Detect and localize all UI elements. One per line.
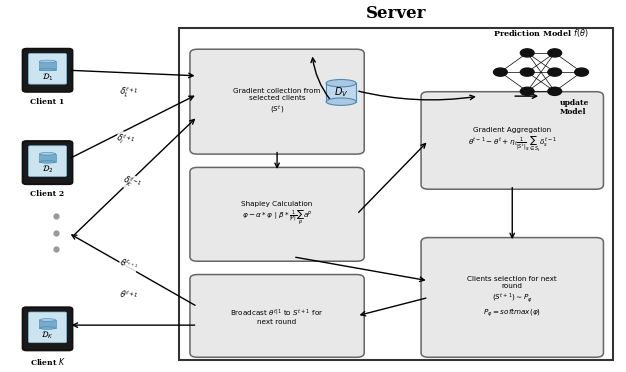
- Text: update
Model: update Model: [560, 99, 589, 116]
- Circle shape: [575, 68, 588, 76]
- Text: $\theta^{t+1}$: $\theta^{t+1}$: [118, 287, 140, 304]
- FancyBboxPatch shape: [178, 28, 613, 360]
- Ellipse shape: [39, 153, 56, 155]
- Text: $\delta_1^{t+1}$: $\delta_1^{t+1}$: [118, 83, 140, 102]
- Text: Client $K$: Client $K$: [29, 356, 66, 367]
- FancyBboxPatch shape: [421, 238, 603, 357]
- Circle shape: [520, 49, 534, 57]
- Text: Client 1: Client 1: [31, 98, 64, 106]
- Text: $\delta_i^{t+1}$: $\delta_i^{t+1}$: [114, 130, 137, 151]
- Text: $\mathcal{D}_K$: $\mathcal{D}_K$: [41, 330, 54, 341]
- FancyBboxPatch shape: [190, 275, 364, 357]
- Circle shape: [493, 68, 507, 76]
- Text: $\mathcal{D}_1$: $\mathcal{D}_1$: [42, 71, 53, 83]
- Circle shape: [520, 68, 534, 76]
- Text: Server: Server: [366, 5, 426, 22]
- FancyBboxPatch shape: [23, 49, 73, 92]
- Text: Prediction Model $f(\theta)$: Prediction Model $f(\theta)$: [493, 27, 588, 39]
- Bar: [326, 83, 356, 102]
- Text: Broadcast $\theta^{t|1}$ to $S^{t+1}$ for
next round: Broadcast $\theta^{t|1}$ to $S^{t+1}$ fo…: [230, 307, 324, 325]
- Text: Client 2: Client 2: [31, 190, 64, 198]
- Circle shape: [548, 68, 562, 76]
- Ellipse shape: [39, 327, 56, 329]
- FancyBboxPatch shape: [23, 141, 73, 184]
- Text: Shapley Calculation
$\varphi - \alpha*\varphi \mid \beta*\frac{1}{|P|}\sum_p a^p: Shapley Calculation $\varphi - \alpha*\v…: [242, 201, 313, 228]
- Ellipse shape: [326, 80, 356, 87]
- FancyBboxPatch shape: [190, 49, 364, 154]
- Text: Clients selection for next
round
$(S^{t+1}) \sim P_{\varphi}$
$P_{\varphi} = sof: Clients selection for next round $(S^{t+…: [468, 276, 557, 318]
- Text: $D_V$: $D_V$: [334, 86, 349, 99]
- FancyBboxPatch shape: [29, 312, 66, 343]
- FancyBboxPatch shape: [190, 167, 364, 261]
- Circle shape: [520, 87, 534, 95]
- Text: $\delta_K^{t-1}$: $\delta_K^{t-1}$: [120, 172, 144, 194]
- Text: Gradient collection from
selected clients
$(S^t)$: Gradient collection from selected client…: [233, 88, 321, 115]
- FancyBboxPatch shape: [29, 54, 66, 84]
- Text: Gradient Aggregation
$\theta^{t-1}-\theta^t+\eta_t\frac{1}{|S^t|}\sum_{s\in S_t}: Gradient Aggregation $\theta^{t-1}-\thet…: [468, 127, 557, 154]
- Bar: [39, 154, 56, 162]
- FancyBboxPatch shape: [421, 92, 603, 189]
- Bar: [39, 61, 56, 70]
- Text: $\mathcal{D}_2$: $\mathcal{D}_2$: [42, 164, 53, 175]
- Circle shape: [548, 87, 562, 95]
- Bar: [39, 320, 56, 328]
- Ellipse shape: [39, 60, 56, 63]
- FancyBboxPatch shape: [29, 146, 66, 176]
- Text: $\theta^{t_{c+1}}$: $\theta^{t_{c+1}}$: [118, 255, 140, 273]
- Circle shape: [548, 49, 562, 57]
- FancyBboxPatch shape: [23, 307, 73, 350]
- Ellipse shape: [326, 98, 356, 105]
- Ellipse shape: [39, 319, 56, 321]
- Ellipse shape: [39, 161, 56, 163]
- Ellipse shape: [39, 68, 56, 71]
